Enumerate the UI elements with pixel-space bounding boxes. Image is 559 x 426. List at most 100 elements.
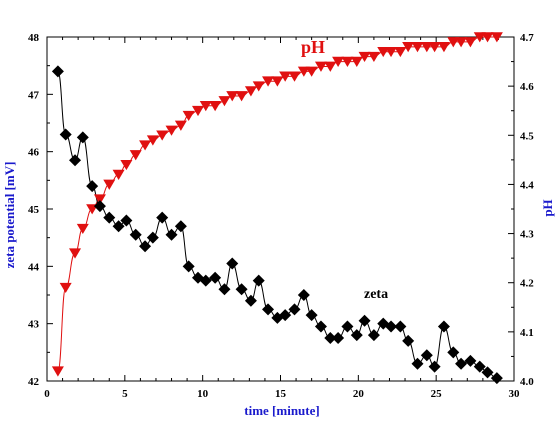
y-right-tick-label: 4.3 bbox=[520, 229, 534, 241]
y-axis-right-title: pH bbox=[540, 199, 555, 216]
ph-point bbox=[252, 81, 265, 92]
ph-point bbox=[59, 282, 72, 294]
ph-point bbox=[297, 66, 310, 77]
zeta-point bbox=[305, 309, 318, 322]
zeta-point bbox=[262, 303, 275, 316]
ph-point bbox=[156, 130, 169, 141]
y-right-tick-label: 4.1 bbox=[520, 327, 534, 339]
zeta-point bbox=[455, 357, 468, 370]
ph-point bbox=[350, 56, 363, 67]
zeta-point bbox=[51, 65, 64, 78]
ph-point bbox=[146, 135, 159, 146]
ph-point bbox=[235, 91, 248, 102]
zeta-point bbox=[218, 283, 231, 296]
zeta-point bbox=[69, 154, 82, 167]
zeta-point bbox=[324, 332, 337, 344]
ph-point bbox=[191, 105, 204, 117]
y-right-tick-label: 4.6 bbox=[520, 81, 534, 93]
zeta-point bbox=[165, 228, 178, 241]
ph-point bbox=[288, 71, 301, 82]
ph-point bbox=[490, 32, 503, 43]
zeta-point bbox=[209, 271, 222, 284]
ph-point bbox=[209, 101, 222, 112]
ph-point bbox=[129, 150, 142, 161]
ph-point bbox=[402, 42, 415, 53]
zeta-point bbox=[332, 332, 345, 344]
zeta-point bbox=[437, 320, 450, 333]
zeta-point bbox=[129, 228, 142, 241]
zeta-point bbox=[59, 128, 72, 141]
y-right-tick-label: 4.2 bbox=[520, 278, 534, 290]
zeta-point bbox=[447, 346, 460, 359]
ph-point bbox=[165, 125, 178, 136]
ticks: 0 5 10 15 20 25 30 42 43 44 45 46 47 48 4.0 4.1 4.2 4.3 4.… bbox=[28, 32, 534, 400]
ph-point bbox=[174, 120, 187, 131]
y-axis-left-title: zeta potential [mV] bbox=[2, 162, 17, 269]
y-right-tick-label: 4.5 bbox=[520, 130, 534, 142]
series-markers bbox=[51, 32, 503, 385]
zeta-point bbox=[174, 220, 187, 233]
zeta-point bbox=[464, 354, 477, 367]
y-left-tick-label: 43 bbox=[28, 319, 40, 331]
ph-point bbox=[464, 37, 477, 48]
zeta-point bbox=[112, 220, 125, 233]
x-tick-label: 10 bbox=[197, 388, 209, 400]
y-left-tick-label: 46 bbox=[28, 147, 40, 159]
ph-point bbox=[112, 169, 125, 180]
x-tick-label: 0 bbox=[44, 388, 50, 400]
zeta-point bbox=[394, 320, 407, 333]
ph-point bbox=[377, 46, 390, 58]
ph-point bbox=[93, 194, 106, 205]
x-tick-label: 25 bbox=[431, 388, 443, 400]
zeta-point bbox=[182, 260, 195, 273]
ph-point bbox=[473, 32, 486, 43]
zeta-point bbox=[139, 240, 152, 253]
zeta-point bbox=[76, 131, 89, 144]
ph-point bbox=[199, 101, 212, 112]
x-axis-title: time [minute] bbox=[244, 403, 319, 418]
ph-point bbox=[455, 37, 468, 48]
zeta-point bbox=[358, 314, 371, 327]
zeta-point bbox=[120, 214, 133, 227]
ph-point bbox=[358, 51, 371, 63]
ph-point bbox=[332, 56, 345, 67]
zeta-point bbox=[314, 320, 327, 333]
ph-point bbox=[437, 42, 450, 53]
zeta-point bbox=[156, 211, 169, 224]
y-left-tick-label: 42 bbox=[28, 376, 40, 388]
zeta-point bbox=[199, 274, 212, 287]
x-tick-label: 20 bbox=[353, 388, 365, 400]
ph-point bbox=[305, 66, 318, 77]
ph-annotation: pH bbox=[301, 37, 325, 57]
ph-point bbox=[385, 46, 398, 58]
zeta-point bbox=[288, 303, 301, 316]
zeta-series-line bbox=[57, 70, 497, 379]
y-left-tick-label: 44 bbox=[28, 261, 40, 273]
ph-point bbox=[428, 42, 441, 53]
zeta-annotation: zeta bbox=[364, 287, 388, 302]
zeta-point bbox=[350, 329, 363, 342]
zeta-point bbox=[146, 231, 159, 244]
zeta-point bbox=[420, 349, 433, 362]
zeta-point bbox=[244, 294, 257, 307]
zeta-point bbox=[252, 274, 265, 287]
ph-point bbox=[103, 179, 116, 190]
ph-point bbox=[279, 71, 292, 82]
ph-point bbox=[218, 96, 231, 107]
x-tick-label: 5 bbox=[122, 388, 128, 400]
ph-point bbox=[481, 32, 494, 43]
zeta-point bbox=[411, 357, 424, 370]
zeta-point bbox=[428, 360, 441, 373]
y-right-tick-label: 4.4 bbox=[520, 179, 534, 191]
ph-point bbox=[76, 223, 89, 235]
y-left-tick-label: 45 bbox=[28, 204, 40, 216]
ph-point bbox=[447, 37, 460, 48]
ph-point bbox=[411, 42, 424, 53]
ph-point bbox=[226, 91, 239, 102]
ph-point bbox=[139, 140, 152, 151]
zeta-point bbox=[473, 360, 486, 373]
zeta-point bbox=[279, 309, 292, 322]
ph-point bbox=[51, 366, 64, 377]
ph-point bbox=[324, 61, 337, 72]
